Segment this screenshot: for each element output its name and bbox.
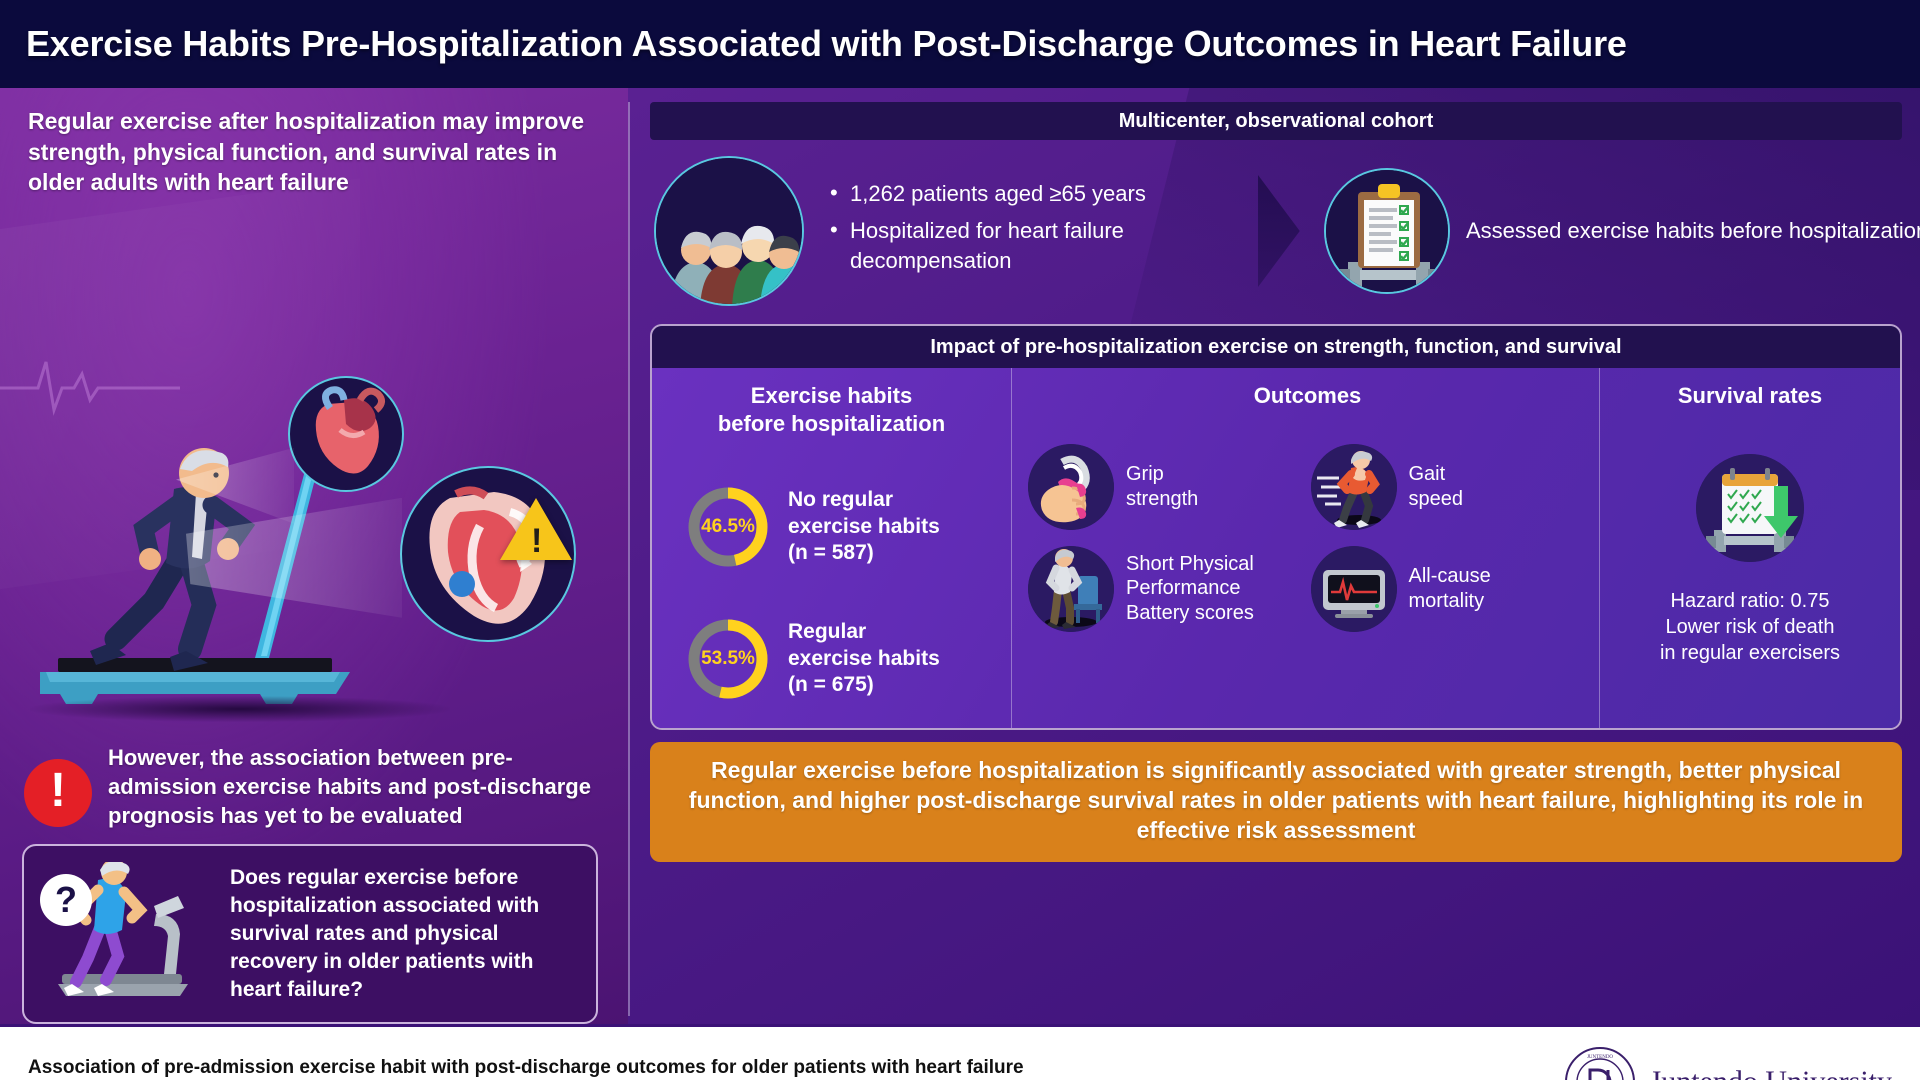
survival-column-title: Survival rates	[1677, 383, 1823, 408]
outcomes-column-title: Outcomes	[1253, 383, 1362, 408]
page-title: Exercise Habits Pre-Hospitalization Asso…	[26, 23, 1627, 64]
habit-row-regular: 53.5% Regular exercise habits (n = 675)	[662, 615, 1001, 703]
heart-illustration-bubble	[288, 375, 404, 492]
donut-svg	[688, 487, 768, 567]
hazard-ratio-text: Hazard ratio: 0.75 Lower risk of death i…	[1659, 589, 1841, 664]
habit-label-regular: Regular exercise habits (n = 675)	[788, 620, 940, 697]
survival-column: Survival rates	[1600, 368, 1900, 728]
outcome-label: Gait speed	[1408, 463, 1464, 510]
elderly-runner-illustration	[90, 447, 256, 671]
lead-statement: Regular exercise after hospitalization m…	[28, 108, 585, 196]
cohort-heading: Multicenter, observational cohort	[650, 102, 1902, 140]
research-question-card: ?	[22, 843, 598, 1025]
exclamation-icon: !	[50, 763, 66, 817]
clipboard-dumbbell-icon	[1324, 168, 1450, 294]
left-panel: Regular exercise after hospitalization m…	[0, 88, 628, 1025]
outcome-label: Short Physical Performance Battery score…	[1126, 552, 1254, 624]
flow-arrow	[1258, 175, 1316, 287]
chevron-right-icon	[1258, 175, 1300, 287]
svg-text:JUNTENDO: JUNTENDO	[1586, 1055, 1612, 1060]
habit-label-no-regular: No regular exercise habits (n = 587)	[788, 488, 940, 565]
gait-speed-illustration	[1310, 443, 1397, 530]
outcome-label: All-cause mortality	[1408, 565, 1491, 612]
research-question-text: Does regular exercise before hospitaliza…	[230, 865, 540, 1002]
question-mark-icon: ?	[40, 873, 92, 926]
treadmill-runner-small-icon	[58, 858, 188, 996]
vertical-divider	[628, 102, 630, 1017]
donut-value-no-regular: 46.5%	[701, 516, 755, 537]
outcome-grip-strength: Grip strength	[1028, 443, 1305, 530]
running-person-icon	[1310, 443, 1397, 530]
donut-svg	[688, 619, 768, 699]
list-item: 1,262 patients aged ≥65 years	[830, 178, 1250, 209]
seal-svg: JUNTENDO TOKYO 1838	[1564, 1046, 1635, 1080]
habits-column-title: Exercise habits before hospitalization	[717, 383, 946, 436]
assessment-block: Assessed exercise habits before hospital…	[1324, 168, 1920, 294]
question-illustration: ?	[38, 858, 218, 1002]
list-item: Hospitalized for heart failure decompens…	[830, 215, 1250, 277]
conclusion-banner: Regular exercise before hospitalization …	[650, 742, 1902, 862]
juntendo-seal-icon: JUNTENDO TOKYO 1838	[1564, 1046, 1636, 1080]
poster-body: Regular exercise after hospitalization m…	[0, 88, 1920, 1025]
elderly-patients-illustration	[656, 158, 802, 304]
impact-panel: Impact of pre-hospitalization exercise o…	[650, 324, 1902, 730]
sppb-chair-stand-illustration	[1028, 545, 1114, 632]
grip-dynamometer-illustration	[1028, 443, 1114, 530]
survival-illustration	[1696, 453, 1804, 562]
calendar-dumbbell-down-arrow-icon	[1696, 453, 1804, 562]
hero-illustration	[0, 198, 628, 743]
anatomical-heart-icon	[315, 385, 385, 474]
outcome-sppb: Short Physical Performance Battery score…	[1028, 545, 1305, 632]
donut-chart-regular: 53.5%	[684, 615, 772, 703]
chair-stand-icon	[1028, 545, 1114, 632]
article-title: Association of pre-admission exercise ha…	[28, 1056, 1024, 1078]
donut-chart-no-regular: 46.5%	[684, 483, 772, 571]
outcome-gait-speed: Gait speed	[1310, 443, 1588, 530]
donut-value-regular: 53.5%	[701, 648, 755, 669]
citation-block: Association of pre-admission exercise ha…	[28, 1057, 1024, 1080]
assessment-text: Assessed exercise habits before hospital…	[1466, 218, 1920, 244]
cardiac-monitor-illustration	[1310, 545, 1397, 632]
university-name: Juntendo University	[1650, 1065, 1892, 1080]
alert-badge: !	[24, 758, 92, 827]
survival-content: Hazard ratio: 0.75 Lower risk of death i…	[1610, 453, 1890, 666]
exercise-assessment-illustration	[1326, 170, 1448, 292]
impact-body: Exercise habits before hospitalization 4…	[652, 368, 1900, 728]
ecg-monitor-icon	[1310, 545, 1397, 632]
outcomes-column: Outcomes	[1012, 368, 1600, 728]
university-branding: JUNTENDO TOKYO 1838 Juntendo University	[1564, 1046, 1892, 1080]
outcome-label: Grip strength	[1126, 463, 1199, 510]
poster-header: Exercise Habits Pre-Hospitalization Asso…	[0, 0, 1920, 88]
right-panel: Multicenter, observational cohort	[628, 88, 1920, 1025]
impact-heading: Impact of pre-hospitalization exercise o…	[652, 326, 1900, 368]
caveat-block: ! However, the association between pre-a…	[0, 737, 628, 830]
patient-group-icon	[654, 156, 804, 306]
cohort-summary-row: 1,262 patients aged ≥65 years Hospitaliz…	[628, 140, 1920, 316]
hand-grip-icon	[1028, 443, 1114, 530]
treadmill-shadow	[30, 695, 450, 722]
caveat-text: However, the association between pre-adm…	[108, 744, 591, 828]
outcomes-grid: Grip strength	[1028, 443, 1588, 632]
cohort-bullet-list: 1,262 patients aged ≥65 years Hospitaliz…	[812, 178, 1250, 282]
ecg-line-icon	[0, 361, 180, 416]
exercise-habits-column: Exercise habits before hospitalization 4…	[652, 368, 1012, 728]
habit-row-no-regular: 46.5% No regular exercise habits (n = 58…	[662, 483, 1001, 571]
treadmill-rail-icon	[255, 447, 323, 658]
outcome-mortality: All-cause mortality	[1310, 545, 1588, 632]
warning-triangle-icon	[500, 497, 572, 560]
poster-footer: Association of pre-admission exercise ha…	[0, 1024, 1920, 1080]
